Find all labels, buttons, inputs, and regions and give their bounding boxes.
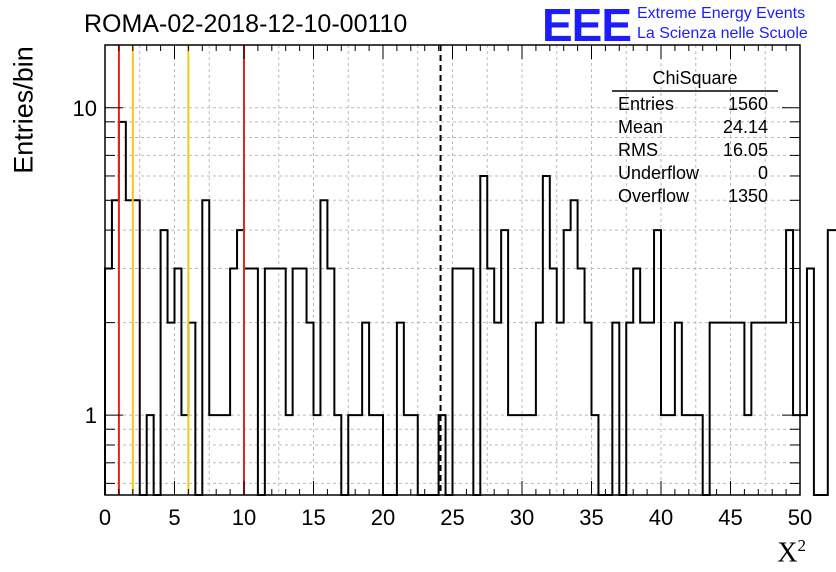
x-tick-label: 30 — [510, 505, 534, 530]
stats-row-label: Overflow — [618, 186, 690, 206]
stats-box: ChiSquare Entries 1560 Mean 24.14 RMS 16.05 Und… — [612, 68, 778, 206]
stats-row-value: 24.14 — [723, 117, 768, 137]
stats-row-value: 1350 — [728, 186, 768, 206]
stats-row-label: RMS — [618, 140, 658, 160]
x-axis-label: X2 — [777, 536, 806, 569]
stats-row-value: 1560 — [728, 94, 768, 114]
chart-title: ROMA-02-2018-12-10-00110 — [84, 10, 408, 38]
x-tick-label: 50 — [788, 505, 812, 530]
stats-row-label: Entries — [618, 94, 674, 114]
stats-row-label: Underflow — [618, 163, 700, 183]
x-tick-label: 0 — [99, 505, 111, 530]
y-axis-label: Entries/bin — [4, 0, 44, 572]
vertical-marker-lines — [117, 45, 442, 495]
x-axis-label-text: X — [777, 537, 798, 569]
x-tick-label: 45 — [718, 505, 742, 530]
y-tick-label: 1 — [85, 403, 97, 428]
stats-box-title: ChiSquare — [652, 68, 737, 88]
eee-logo: EEE Extreme Energy Events La Scienza nel… — [542, 0, 832, 51]
axis-ticks: 0 5 10 15 20 25 30 35 40 45 50 1 10 — [73, 45, 812, 530]
x-tick-label: 15 — [301, 505, 325, 530]
stats-row-label: Mean — [618, 117, 663, 137]
x-tick-label: 20 — [371, 505, 395, 530]
stats-row-value: 16.05 — [723, 140, 768, 160]
logo-line-2: La Scienza nelle Scuole — [637, 25, 808, 42]
y-tick-label: 10 — [73, 96, 97, 121]
x-tick-label: 40 — [649, 505, 673, 530]
y-axis-label-text: Entries/bin — [8, 46, 39, 174]
eee-logo-mark: EEE — [542, 0, 632, 51]
stats-row-value: 0 — [758, 163, 768, 183]
histogram-series — [104, 120, 836, 496]
x-tick-label: 5 — [168, 505, 180, 530]
x-tick-label: 25 — [440, 505, 464, 530]
x-tick-label: 10 — [232, 505, 256, 530]
logo-line-1: Extreme Energy Events — [637, 5, 806, 22]
x-tick-label: 35 — [579, 505, 603, 530]
x-axis-label-superscript: 2 — [797, 536, 807, 555]
